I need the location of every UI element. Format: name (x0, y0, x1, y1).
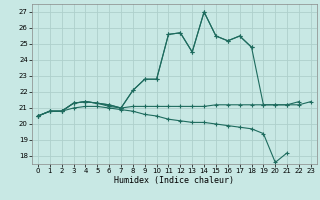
X-axis label: Humidex (Indice chaleur): Humidex (Indice chaleur) (115, 176, 234, 185)
